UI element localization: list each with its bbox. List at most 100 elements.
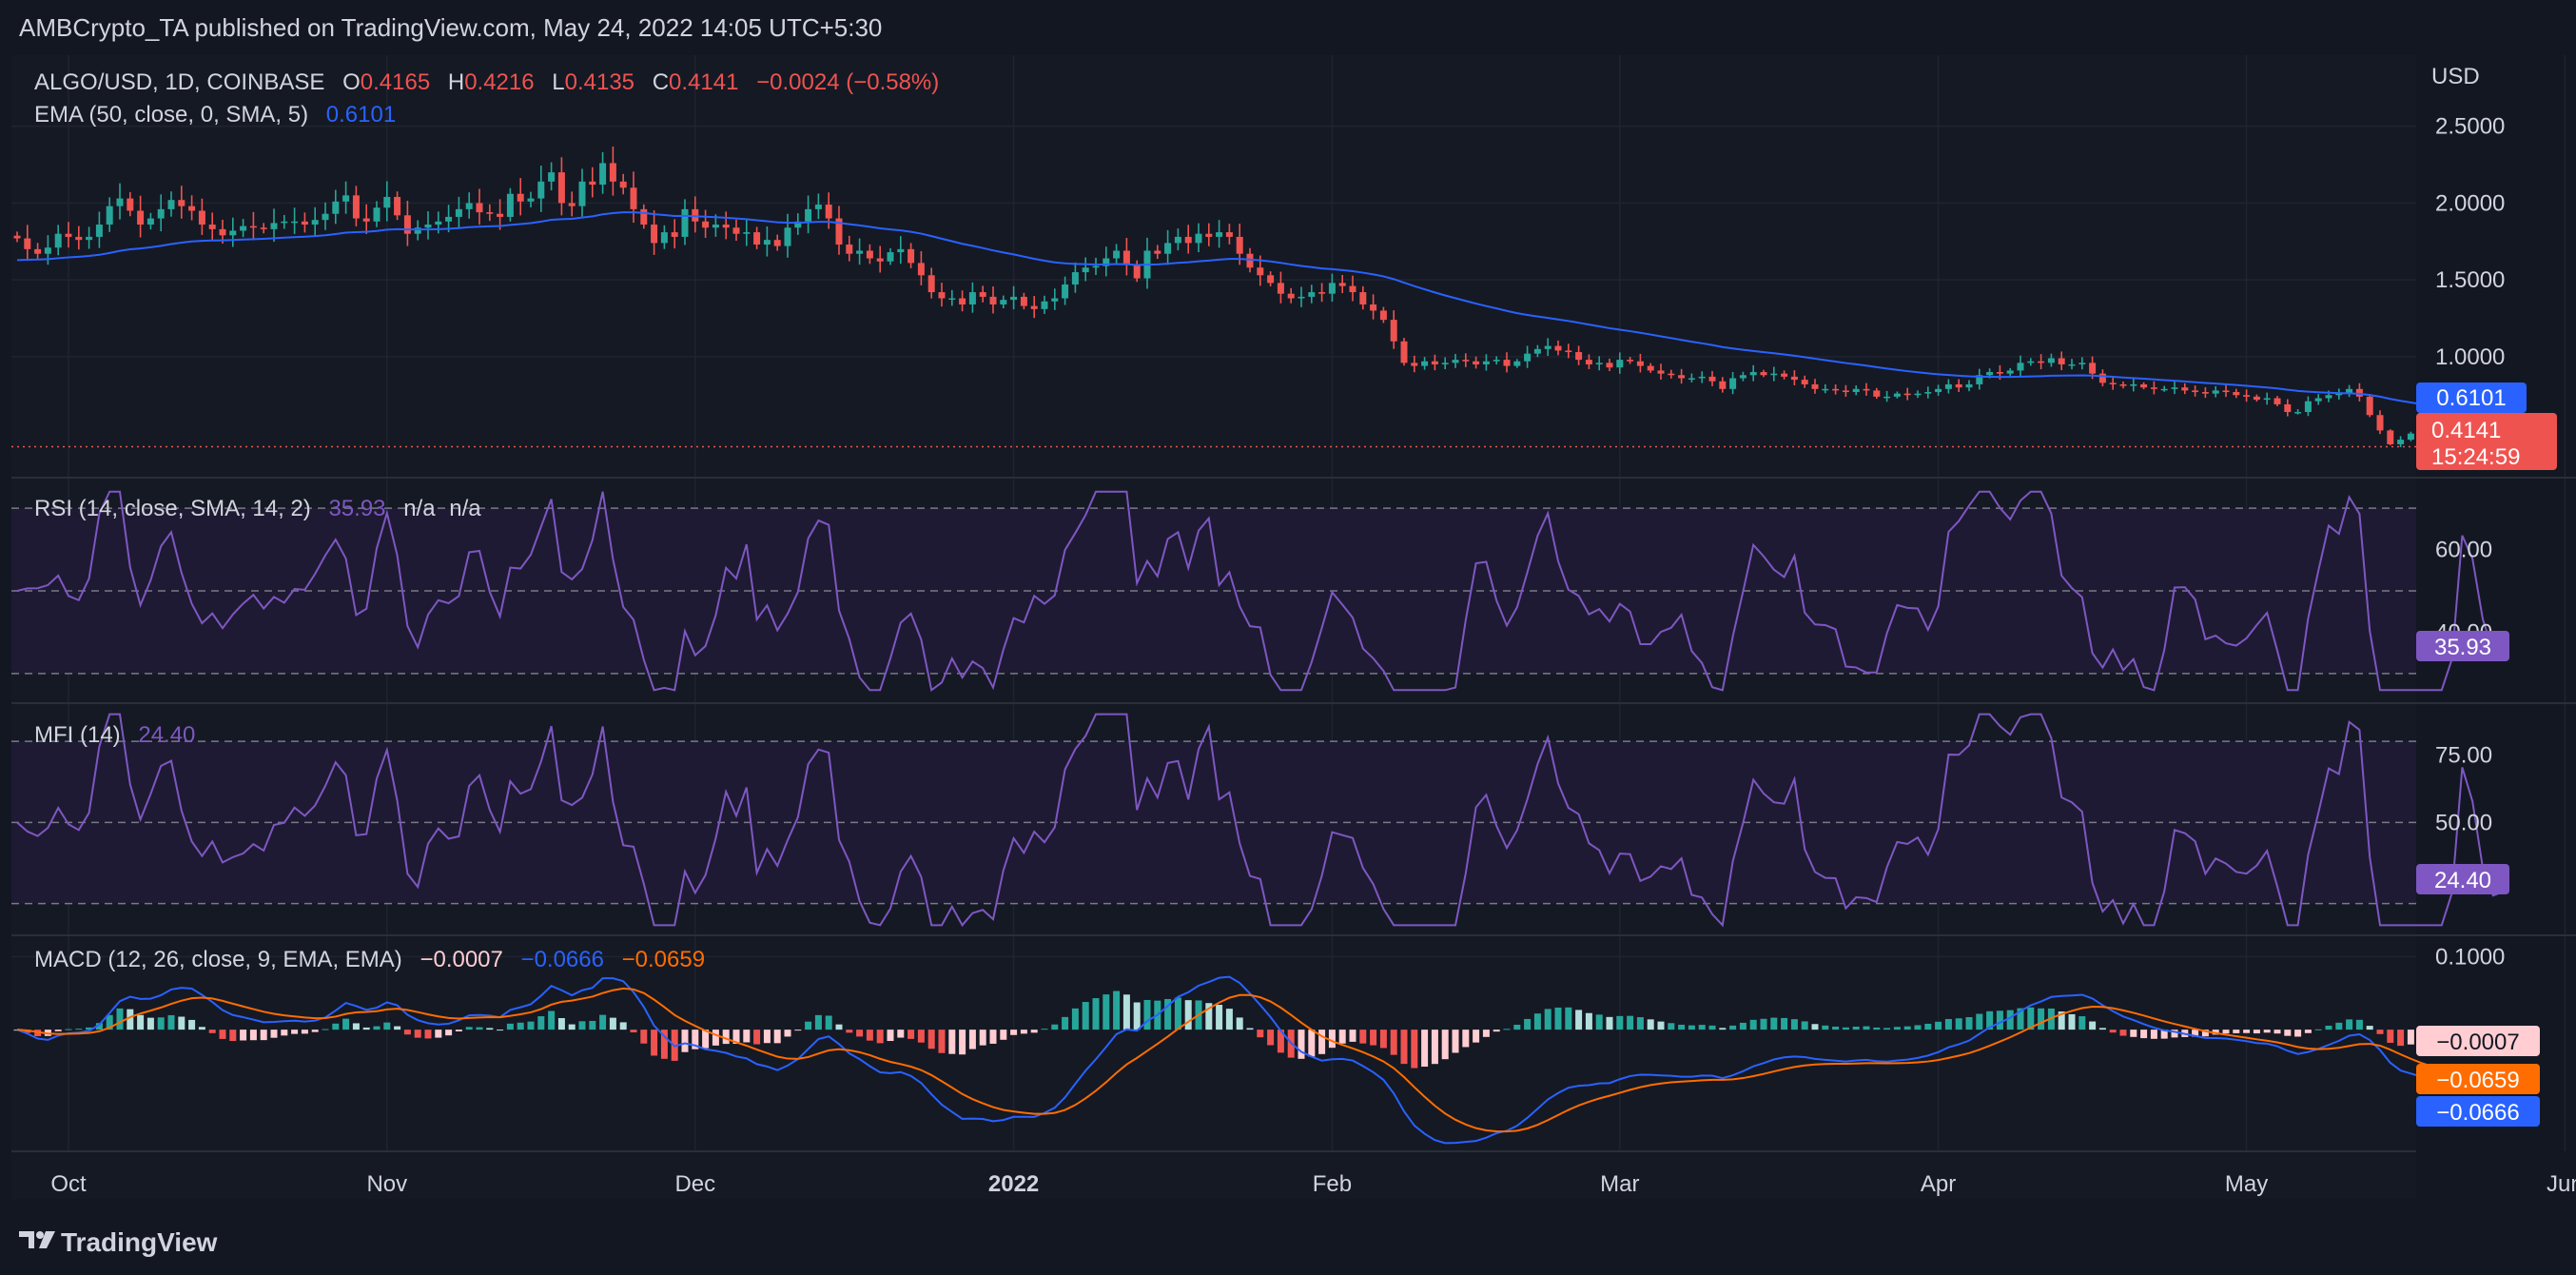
candle-body — [116, 198, 124, 206]
candle-body — [589, 181, 596, 186]
rsi-legend-label[interactable]: RSI (14, close, SMA, 14, 2) — [34, 496, 311, 521]
symbol-label[interactable]: ALGO/USD, 1D, COINBASE — [34, 69, 324, 95]
macd-histogram-bar — [527, 1021, 535, 1030]
candle-body — [2314, 398, 2322, 402]
macd-histogram-bar — [342, 1018, 350, 1030]
high-label: H — [448, 69, 464, 95]
mfi-legend-label[interactable]: MFI (14) — [34, 722, 121, 748]
macd-histogram-bar — [394, 1026, 401, 1030]
candle-body — [137, 210, 145, 226]
candle-body — [2192, 390, 2199, 393]
macd-histogram-bar — [702, 1030, 710, 1049]
high-value: 0.4216 — [464, 69, 534, 95]
candle-body — [208, 225, 216, 229]
macd-histogram-bar — [1277, 1030, 1284, 1053]
candle-body — [311, 220, 319, 226]
macd-histogram-bar — [188, 1019, 196, 1030]
macd-histogram-bar — [1462, 1030, 1470, 1048]
macd-histogram-bar — [917, 1030, 925, 1043]
candle-body — [2366, 396, 2373, 416]
x-tick-label: Dec — [674, 1171, 715, 1197]
candle-body — [291, 221, 299, 224]
macd-histogram-bar — [1688, 1025, 1695, 1030]
macd-histogram-bar — [373, 1026, 381, 1030]
macd-histogram-bar — [1246, 1028, 1254, 1030]
macd-histogram-bar — [2140, 1030, 2148, 1039]
macd-histogram-bar — [825, 1015, 832, 1030]
macd-histogram-bar — [589, 1020, 596, 1030]
macd-histogram-bar — [362, 1027, 370, 1030]
macd-histogram-bar — [1903, 1026, 1911, 1030]
macd-histogram-bar — [260, 1030, 267, 1041]
candle-body — [1606, 363, 1613, 368]
macd-histogram-bar — [630, 1030, 637, 1033]
y-tick-label: 50.00 — [2435, 810, 2492, 835]
x-tick-label: Mar — [1600, 1171, 1639, 1197]
x-tick-label: Jun — [2547, 1171, 2576, 1197]
macd-histogram-bar — [2150, 1030, 2157, 1039]
macd-histogram-bar — [578, 1021, 586, 1030]
candle-body — [517, 193, 524, 202]
candle-body — [1616, 360, 1624, 368]
candle-body — [2201, 392, 2209, 394]
macd-histogram-bar — [1092, 998, 1100, 1030]
macd-histogram-bar — [1452, 1030, 1459, 1053]
macd-line-badge-text: −0.0666 — [2436, 1100, 2519, 1126]
macd-histogram-bar — [660, 1030, 668, 1059]
macd-histogram-bar — [640, 1030, 648, 1044]
macd-histogram-bar — [1257, 1030, 1264, 1038]
candle-body — [2058, 358, 2065, 364]
macd-histogram-bar — [86, 1027, 93, 1030]
macd-histogram-bar — [476, 1027, 483, 1030]
currency-label: USD — [2431, 64, 2480, 89]
candle-body — [784, 227, 791, 246]
macd-histogram-bar — [465, 1027, 473, 1030]
macd-histogram-bar — [1010, 1030, 1018, 1035]
macd-histogram-bar — [876, 1030, 884, 1044]
candle-body — [1781, 373, 1788, 377]
candle-body — [1041, 301, 1048, 309]
macd-histogram-bar — [1739, 1022, 1747, 1030]
macd-histogram-bar — [1349, 1030, 1356, 1042]
mfi-legend: MFI (14) 24.40 — [34, 722, 195, 748]
candle-body — [630, 187, 637, 209]
macd-histogram-bar — [1863, 1026, 1870, 1030]
candle-body — [1103, 258, 1110, 266]
candle-body — [1863, 388, 1870, 391]
macd-histogram-bar — [198, 1027, 205, 1030]
macd-histogram-bar — [2027, 1007, 2035, 1030]
macd-histogram-bar — [2098, 1028, 2106, 1030]
y-tick-label: 1.0000 — [2435, 344, 2505, 370]
open-value: 0.4165 — [361, 69, 430, 95]
candle-body — [1225, 232, 1233, 237]
macd-histogram-bar — [424, 1030, 432, 1039]
macd-histogram-bar — [1729, 1025, 1737, 1030]
candle-body — [763, 240, 771, 245]
ema-legend-label[interactable]: EMA (50, close, 0, SMA, 5) — [34, 102, 308, 128]
x-tick-label: Apr — [1921, 1171, 1956, 1197]
candle-body — [476, 203, 483, 213]
macd-legend-label[interactable]: MACD (12, 26, close, 9, EMA, EMA) — [34, 947, 402, 972]
macd-histogram-bar — [2387, 1030, 2394, 1043]
macd-legend-macd: −0.0666 — [521, 947, 604, 972]
y-tick-label: 60.00 — [2435, 538, 2492, 563]
macd-histogram-bar — [1103, 994, 1110, 1030]
macd-histogram-bar — [1205, 1003, 1213, 1030]
macd-histogram-bar — [2078, 1016, 2086, 1030]
candle-body — [403, 215, 411, 234]
candle-body — [743, 232, 751, 234]
svg-text:EMA (50, close, 0, SMA, 5): EMA (50, close, 0, SMA, 5) 0.6101 — [34, 102, 396, 128]
candle-body — [2119, 383, 2127, 386]
candle-body — [1062, 284, 1069, 299]
candle-body — [424, 225, 432, 228]
candle-body — [2150, 387, 2157, 389]
macd-histogram-bar — [1062, 1016, 1069, 1030]
macd-histogram-bar — [2253, 1030, 2260, 1034]
macd-histogram-bar — [2130, 1030, 2137, 1037]
macd-histogram-bar — [1668, 1023, 1675, 1030]
macd-histogram-bar — [2243, 1030, 2251, 1033]
candle-body — [1370, 304, 1377, 311]
macd-histogram-bar — [383, 1022, 391, 1030]
tradingview-logo[interactable]: TradingView — [19, 1227, 218, 1257]
